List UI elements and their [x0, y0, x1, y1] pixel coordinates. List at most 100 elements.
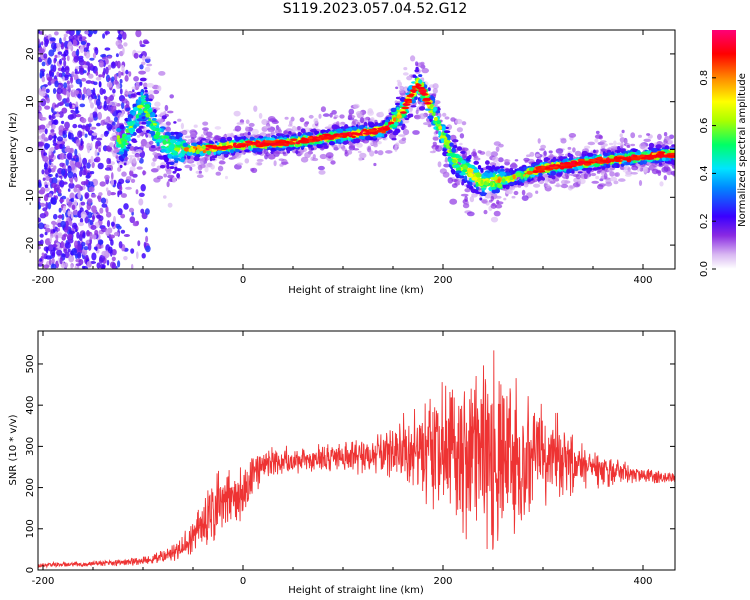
spectrogram-cell — [50, 124, 56, 130]
spectrogram-cell — [131, 86, 136, 90]
spectrogram-cell — [180, 149, 186, 155]
spectrogram-cell — [568, 153, 574, 158]
spectrogram-cell — [210, 158, 216, 161]
spectrogram-cell — [51, 113, 57, 119]
spectrogram-cell — [404, 117, 410, 121]
spectrogram-cell — [65, 157, 69, 166]
spectrogram-cell — [62, 208, 67, 214]
spectrogram-cell — [210, 164, 215, 170]
spectrogram-cell — [173, 155, 180, 158]
spectrogram-cell — [485, 165, 491, 170]
spectrogram-cell — [59, 256, 63, 265]
spectrogram-cell — [77, 124, 83, 128]
spectrogram-cell — [217, 150, 224, 153]
spectrogram-cell — [418, 113, 426, 120]
spectrogram-cell — [48, 159, 52, 166]
spectrogram-cell — [54, 31, 59, 36]
spectrogram-cell — [82, 232, 86, 239]
spectrogram-cell — [99, 81, 102, 88]
spectrogram-cell — [236, 122, 245, 125]
spectrogram-cell — [75, 157, 79, 163]
spectrogram-cell — [111, 76, 115, 82]
spectrogram-cell — [41, 117, 47, 121]
spectrogram-cell — [217, 155, 223, 159]
spectrogram-cell — [91, 252, 97, 261]
spectrogram-cell — [291, 146, 296, 150]
spectrogram-cell — [79, 45, 84, 54]
spectrogram-cell — [462, 164, 469, 171]
spectrogram-cell — [184, 135, 192, 139]
spectrogram-cell — [38, 125, 42, 131]
spectrogram-cell — [154, 101, 161, 107]
spectrogram-cell — [54, 54, 58, 59]
spectrogram-cell — [92, 209, 98, 214]
spectrogram-cell — [141, 253, 146, 259]
spectrogram-cell — [152, 151, 158, 156]
spectrogram-cell — [495, 166, 501, 170]
spectrogram-cell — [152, 157, 157, 162]
spectrogram-cell — [657, 133, 662, 140]
spectrogram-cell — [413, 115, 421, 119]
spectrogram-cell — [135, 189, 139, 195]
spectrogram-cell — [535, 158, 540, 164]
spectrogram-cell — [79, 36, 83, 42]
spectrogram-cell — [45, 38, 49, 45]
spectrogram-cell — [41, 71, 45, 78]
spectrogram-cell — [443, 163, 450, 168]
spectrogram-cell — [116, 225, 122, 230]
spectrogram-cell — [234, 148, 240, 153]
spectrogram-cell — [57, 228, 60, 232]
spectrogram-cell — [138, 70, 147, 75]
spectrogram-cell — [466, 149, 471, 155]
spectrogram-cell — [320, 129, 327, 133]
spectrogram-cell — [348, 145, 356, 151]
spectrogram-cell — [176, 173, 181, 179]
spectrogram-cell — [184, 164, 191, 169]
spectrogram-cell — [464, 195, 468, 202]
spectrogram-cell — [93, 81, 98, 86]
spectrogram-cell — [567, 146, 572, 150]
spectrogram-cell — [59, 199, 65, 203]
spectrogram-cell — [373, 142, 378, 148]
spectrogram-cell — [460, 193, 469, 197]
spectrogram-cell — [49, 258, 52, 266]
spectrogram-cell — [251, 148, 258, 153]
spectrogram-cell — [81, 169, 87, 176]
spectrogram-cell — [270, 147, 276, 152]
spectrogram-cell — [363, 121, 368, 127]
spectrogram-cell — [402, 119, 410, 124]
spectrogram-cell — [256, 158, 264, 162]
spectrogram-cell — [135, 30, 142, 38]
spectrogram-cell — [157, 85, 162, 92]
spectrogram-cell — [219, 160, 225, 164]
spectrogram-cell — [91, 161, 95, 169]
spectrogram-cell — [136, 118, 144, 122]
spectrogram-cell — [138, 96, 142, 101]
spectrogram-cell — [130, 93, 136, 98]
spectrogram-cell — [83, 86, 87, 95]
spectrogram-cell — [77, 243, 83, 251]
spectrogram-cell — [75, 50, 79, 56]
spectrogram-cell — [466, 211, 475, 217]
spectrogram-cell — [166, 164, 170, 170]
spectrogram-cell — [169, 166, 175, 170]
spectrogram-cell — [63, 130, 67, 135]
spectrogram-cell — [386, 131, 391, 134]
spectrogram-cell — [258, 112, 263, 119]
spectrogram-cell — [407, 113, 412, 119]
spectrogram-cell — [102, 33, 106, 39]
spectrogram-cell — [138, 192, 145, 197]
spectrogram-cell — [75, 78, 82, 85]
spectrogram-cell — [73, 55, 79, 63]
spectrogram-cell — [84, 216, 89, 224]
spectrogram-cell — [400, 108, 405, 112]
spectrogram-cell — [618, 178, 626, 182]
spectrogram-cell — [61, 120, 65, 125]
spectrogram-cell — [320, 142, 328, 146]
spectrogram-cell — [454, 118, 463, 125]
spectrogram-cell — [130, 178, 136, 183]
spectrogram-cell — [106, 211, 112, 218]
spectrogram-cell — [39, 91, 46, 97]
spectrogram-cell — [129, 166, 136, 172]
